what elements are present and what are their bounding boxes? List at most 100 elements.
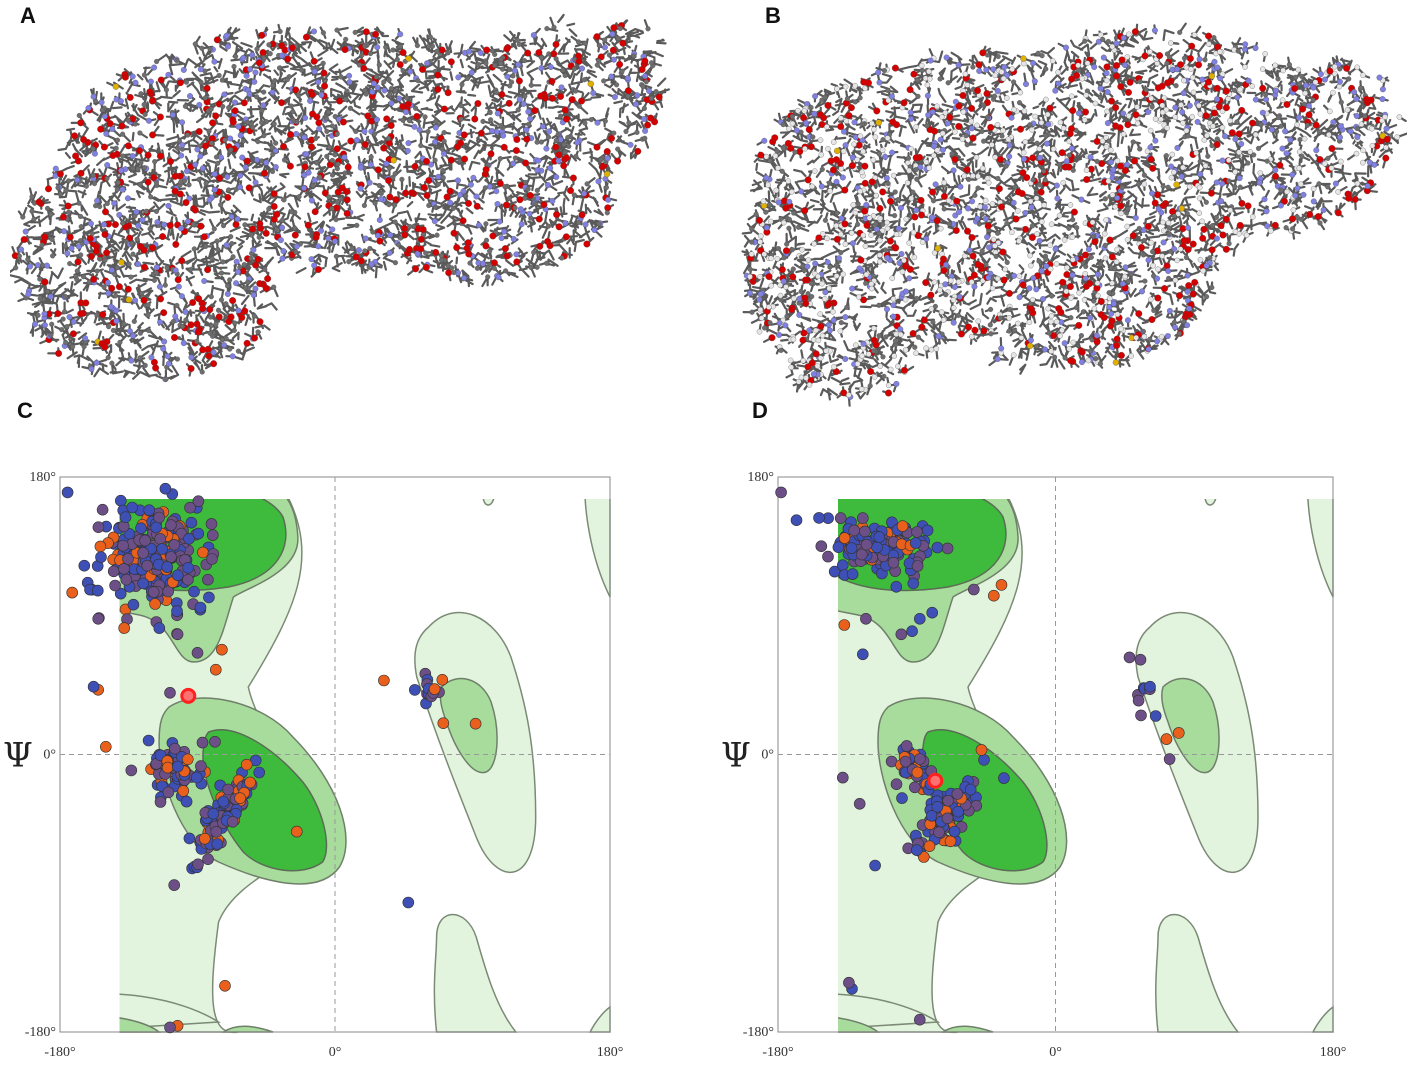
outlier-point (843, 976, 855, 989)
residue-point (96, 503, 109, 516)
allowed-region (1307, 499, 1334, 598)
residue-point (95, 551, 107, 563)
residue-point (162, 786, 175, 799)
residue-point (156, 543, 168, 555)
residue-point (143, 504, 155, 517)
allowed-region (433, 913, 518, 1033)
outlier-point (838, 619, 851, 631)
residue-point (859, 525, 871, 538)
residue-point (222, 783, 234, 796)
residue-point (118, 563, 130, 575)
residue-point (192, 527, 205, 540)
outlier-point (469, 717, 482, 730)
residue-point (92, 584, 104, 597)
residue-point (408, 684, 421, 696)
residue-point (951, 788, 964, 800)
residue-point (860, 538, 873, 551)
residue-point (192, 858, 204, 871)
residue-point (142, 734, 155, 747)
residue-point (1134, 653, 1147, 666)
panel-label-d: D (752, 398, 768, 423)
residue-point (226, 815, 239, 828)
outlier-point (995, 579, 1008, 591)
residue-point (244, 776, 256, 789)
panel-label-c: C (17, 398, 33, 423)
outlier-point (860, 613, 872, 625)
outlier-point (911, 844, 923, 856)
outlier-point (1160, 733, 1173, 745)
residue-point (845, 542, 858, 554)
residue-point (941, 542, 954, 555)
residue-point (896, 520, 909, 532)
outlier-point (92, 613, 104, 625)
residue-point (94, 540, 107, 553)
residue-point (210, 825, 223, 838)
y-tick-label: 180° (29, 470, 56, 485)
residue-point (856, 548, 868, 561)
x-tick-label: 0° (329, 1045, 342, 1060)
residue-point (914, 753, 926, 765)
residue-point (137, 577, 149, 590)
outlier-point (100, 740, 112, 753)
residue-point (135, 522, 147, 534)
highlighted-residue-point (180, 687, 197, 704)
outlier-point (1149, 710, 1162, 722)
residue-point (964, 783, 977, 796)
residue-point (203, 591, 215, 604)
protein-structure-image-a (10, 13, 670, 383)
residue-point (207, 529, 219, 541)
outlier-point (118, 622, 130, 634)
outlier-point (1123, 651, 1136, 664)
outlier-point (153, 622, 166, 634)
residue-point (428, 683, 441, 695)
outlier-point (164, 687, 176, 699)
residue-point (120, 573, 133, 586)
residue-point (437, 717, 450, 730)
atom-layer (11, 22, 663, 383)
residue-point (195, 760, 207, 772)
outlier-point (869, 859, 881, 872)
outlier-point (895, 628, 908, 641)
residue-point (168, 539, 181, 551)
residue-point (92, 521, 105, 533)
residue-point (1135, 709, 1147, 722)
residue-point (921, 524, 934, 537)
residue-point (909, 781, 921, 794)
protein-structure-image-b (741, 22, 1407, 407)
residue-point (194, 601, 207, 614)
allowed-region (119, 993, 221, 1030)
residue-point (184, 501, 196, 514)
residue-point (890, 581, 903, 593)
outlier-point (968, 583, 980, 596)
residue-point (161, 761, 174, 774)
outlier-point (290, 825, 303, 838)
residue-point (202, 573, 214, 586)
residue-point (909, 537, 922, 549)
residue-point (149, 598, 161, 610)
residue-point (822, 550, 834, 563)
outlier-point (790, 514, 803, 526)
residue-point (1144, 680, 1156, 693)
residue-point (141, 559, 154, 572)
outlier-point (1163, 753, 1176, 765)
residue-point (168, 879, 180, 891)
allowed-region (1204, 499, 1217, 506)
residue-point (942, 794, 954, 807)
y-tick-label: 0° (43, 748, 56, 763)
residue-point (923, 840, 936, 853)
x-tick-label: 180° (1320, 1045, 1347, 1060)
residue-point (207, 807, 220, 820)
residue-point (169, 742, 181, 755)
residue-point (931, 541, 944, 554)
outlier-point (378, 674, 390, 687)
residue-point (206, 553, 218, 565)
psi-axis-label: Ψ (3, 736, 33, 776)
residue-point (182, 573, 194, 586)
outlier-point (975, 744, 988, 756)
x-tick-label: 0° (1049, 1045, 1062, 1060)
outlier-point (987, 589, 1000, 602)
residue-point (911, 526, 923, 538)
point-layer (775, 486, 1185, 1026)
residue-point (117, 539, 129, 552)
residue-point (154, 796, 167, 808)
